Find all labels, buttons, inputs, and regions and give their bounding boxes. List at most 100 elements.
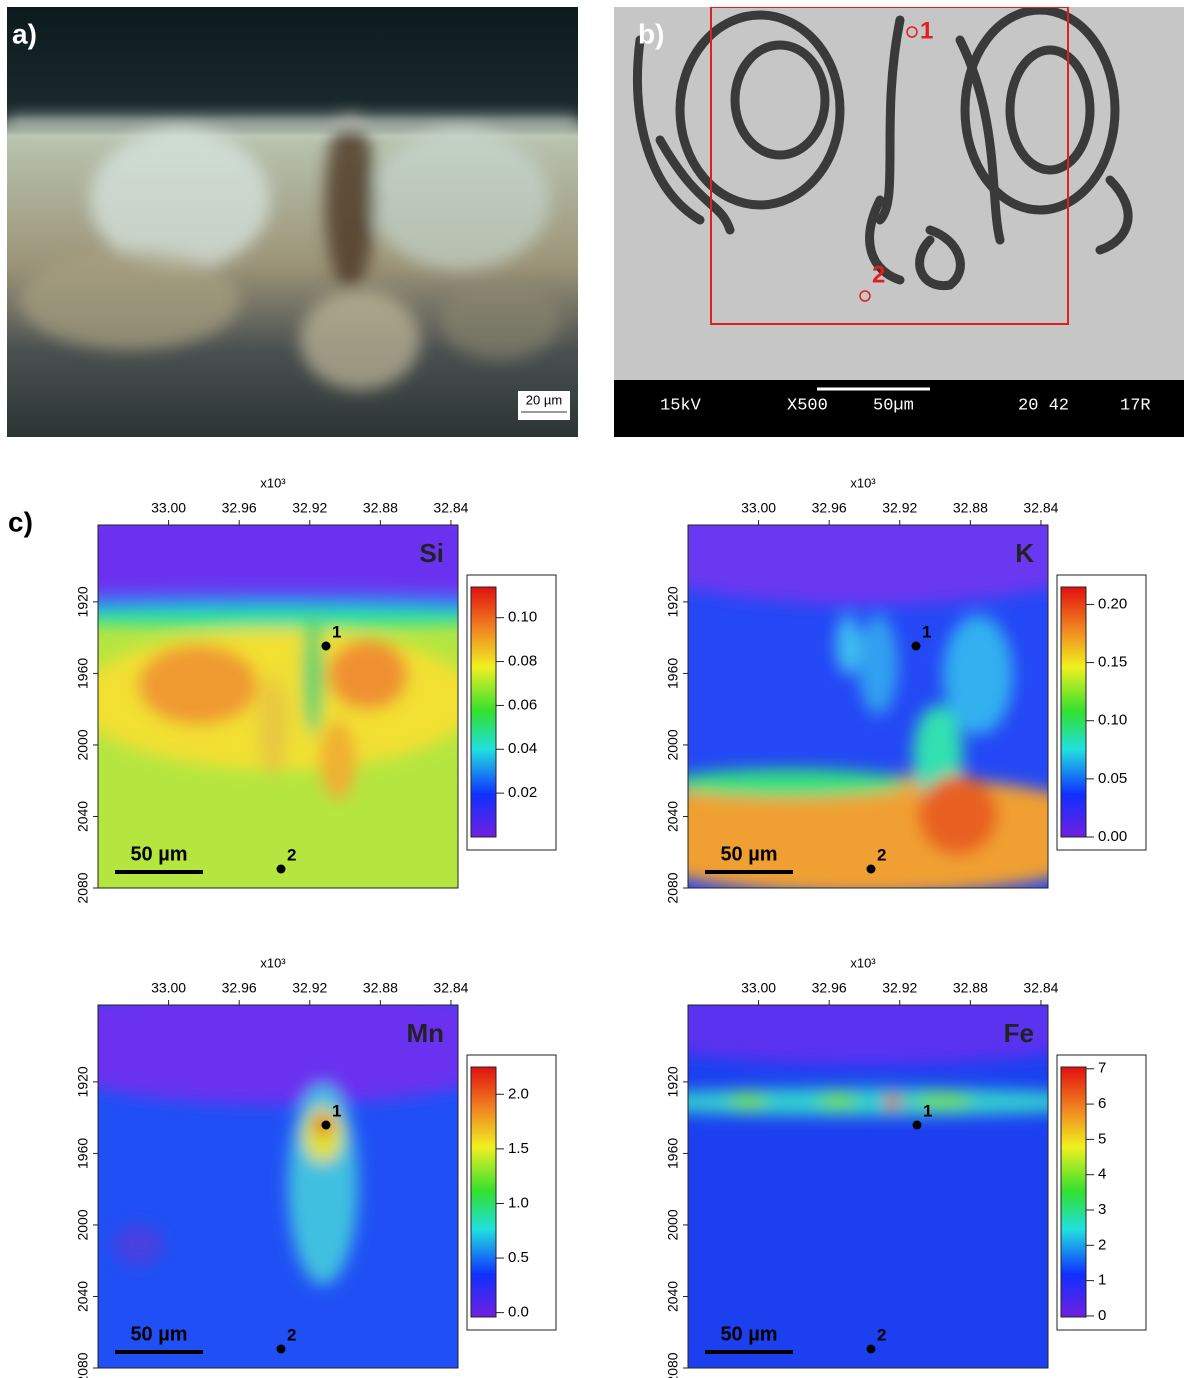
map-region bbox=[320, 720, 356, 800]
colorbar-tick-label: 1.0 bbox=[508, 1194, 529, 1211]
x-tick-label: 32.92 bbox=[292, 980, 327, 996]
map-region bbox=[728, 1093, 768, 1109]
x-tick-label: 32.88 bbox=[363, 500, 398, 516]
map-region bbox=[98, 607, 458, 627]
sem-id: 20 42 bbox=[1018, 396, 1069, 415]
map-region bbox=[688, 1005, 1048, 1065]
scale-bar-label: 20 µm bbox=[526, 392, 562, 407]
element-map: x10³ 33.00 32.96 32.92 32.88 32.84 1920 1960 200… bbox=[665, 475, 1147, 904]
map-texture bbox=[98, 525, 458, 800]
y-tick-label: 2040 bbox=[75, 801, 91, 832]
colorbar-tick-label: 0 bbox=[1098, 1307, 1106, 1324]
x-tick-label: 32.84 bbox=[1023, 500, 1058, 516]
colorbar bbox=[470, 1066, 497, 1318]
colorbar-tick-label: 0.15 bbox=[1098, 654, 1127, 671]
colorbar-tick-label: 7 bbox=[1098, 1060, 1106, 1077]
point-marker bbox=[321, 1120, 331, 1130]
x-tick-label: 32.84 bbox=[1023, 980, 1058, 996]
point-marker bbox=[276, 1344, 286, 1354]
point-label: 1 bbox=[923, 1101, 932, 1120]
scale-bar-label: 50 µm bbox=[130, 1323, 187, 1345]
colorbar-tick-label: 4 bbox=[1098, 1166, 1106, 1183]
sem-code: 17R bbox=[1120, 396, 1151, 415]
colorbar-tick-label: 1.5 bbox=[508, 1140, 529, 1157]
x-multiplier: x10³ bbox=[260, 475, 286, 490]
point-marker bbox=[321, 641, 331, 651]
y-tick-label: 2080 bbox=[665, 872, 681, 903]
colorbar-tick-label: 5 bbox=[1098, 1130, 1106, 1147]
x-tick-label: 32.92 bbox=[882, 980, 917, 996]
colorbar-tick-label: 3 bbox=[1098, 1201, 1106, 1218]
map-frame bbox=[687, 1004, 1049, 1369]
colorbar-tick-label: 0.5 bbox=[508, 1249, 529, 1266]
y-tick-label: 2080 bbox=[75, 1352, 91, 1378]
point-label: 2 bbox=[877, 845, 886, 864]
panel-label: b) bbox=[638, 18, 664, 49]
x-tick-label: 33.00 bbox=[741, 980, 776, 996]
y-tick-label: 1920 bbox=[75, 586, 91, 617]
map-region bbox=[688, 769, 908, 797]
y-tick-label: 1920 bbox=[665, 1066, 681, 1097]
point-label: 1 bbox=[920, 17, 933, 44]
x-tick-label: 32.92 bbox=[292, 500, 327, 516]
y-tick-label: 2000 bbox=[665, 1209, 681, 1240]
y-tick-label: 1960 bbox=[75, 658, 91, 689]
panel-label: a) bbox=[12, 18, 37, 49]
x-tick-label: 33.00 bbox=[741, 500, 776, 516]
x-multiplier: x10³ bbox=[260, 955, 286, 970]
element-label: Fe bbox=[1004, 1018, 1034, 1048]
y-tick-label: 1960 bbox=[665, 658, 681, 689]
point-label: 1 bbox=[332, 622, 341, 641]
point-label: 2 bbox=[877, 1325, 886, 1344]
map-region bbox=[858, 615, 898, 715]
point-label: 2 bbox=[287, 845, 296, 864]
x-tick-label: 32.84 bbox=[433, 980, 468, 996]
colorbar-tick-label: 1 bbox=[1098, 1272, 1106, 1289]
map-region bbox=[818, 1093, 858, 1109]
point-marker bbox=[276, 864, 286, 874]
x-tick-label: 32.96 bbox=[812, 500, 847, 516]
y-tick-label: 2080 bbox=[665, 1352, 681, 1378]
colorbar-tick-label: 2.0 bbox=[508, 1085, 529, 1102]
scale-bar-box bbox=[518, 391, 570, 420]
x-tick-label: 32.88 bbox=[953, 980, 988, 996]
map-frame bbox=[687, 524, 1049, 889]
map-region bbox=[113, 1225, 163, 1265]
map-image bbox=[98, 1005, 458, 1368]
panel-label: c) bbox=[8, 506, 33, 537]
y-tick-label: 1920 bbox=[75, 1066, 91, 1097]
point-marker bbox=[859, 290, 871, 302]
map-frame bbox=[97, 524, 459, 889]
scale-bar-label: 50 µm bbox=[130, 843, 187, 865]
map-region bbox=[138, 645, 258, 725]
colorbar bbox=[470, 586, 497, 838]
colorbar-tick-label: 0.10 bbox=[1098, 712, 1127, 729]
sem-voltage: 15kV bbox=[660, 396, 702, 415]
y-tick-label: 1920 bbox=[665, 586, 681, 617]
x-multiplier: x10³ bbox=[850, 955, 876, 970]
analysis-frame bbox=[710, 7, 1069, 325]
colorbar bbox=[1060, 1066, 1087, 1318]
map-region bbox=[913, 1093, 973, 1109]
sem-texture bbox=[633, 7, 1133, 290]
y-tick-label: 2040 bbox=[75, 1281, 91, 1312]
colorbar-tick-label: 0.20 bbox=[1098, 595, 1127, 612]
scale-bar-label: 50 µm bbox=[720, 1323, 777, 1345]
x-tick-label: 33.00 bbox=[151, 980, 186, 996]
x-tick-label: 32.96 bbox=[222, 500, 257, 516]
colorbar-tick-label: 0.10 bbox=[508, 609, 537, 626]
map-background bbox=[688, 1005, 1048, 1368]
map-region bbox=[303, 1107, 343, 1163]
map-image bbox=[688, 525, 1048, 888]
map-region bbox=[918, 775, 998, 855]
colorbar-tick-label: 0.00 bbox=[1098, 828, 1127, 845]
point-marker bbox=[911, 641, 921, 651]
map-image bbox=[688, 1005, 1048, 1368]
y-tick-label: 2000 bbox=[75, 729, 91, 760]
map-region bbox=[328, 640, 408, 710]
point-label: 1 bbox=[922, 622, 931, 641]
map-region bbox=[98, 1005, 458, 1105]
panel-a: a) 20 µm bbox=[7, 7, 578, 437]
